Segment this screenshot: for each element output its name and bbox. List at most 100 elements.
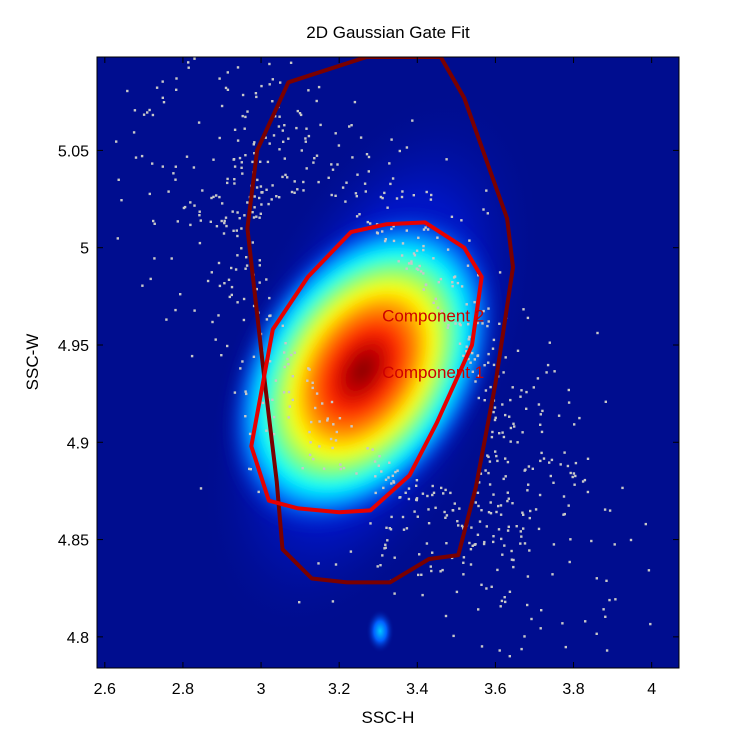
outlier-point xyxy=(422,228,426,231)
outlier-point xyxy=(330,400,334,404)
outlier-point xyxy=(480,509,483,512)
outlier-point xyxy=(381,196,384,200)
outlier-point xyxy=(427,508,430,511)
outlier-point xyxy=(410,260,413,263)
outlier-point xyxy=(614,598,617,601)
outlier-point xyxy=(460,285,464,288)
outlier-point xyxy=(417,236,420,239)
outlier-point xyxy=(269,314,272,317)
outlier-point xyxy=(566,464,570,468)
outlier-point xyxy=(401,515,405,519)
outlier-point xyxy=(422,248,425,252)
outlier-point xyxy=(446,326,449,329)
outlier-point xyxy=(487,455,490,459)
outlier-point xyxy=(492,363,496,367)
outlier-point xyxy=(526,603,529,607)
outlier-point xyxy=(400,195,404,199)
outlier-point xyxy=(581,480,585,483)
outlier-point xyxy=(527,465,531,468)
outlier-point xyxy=(468,239,471,242)
outlier-point xyxy=(307,367,310,370)
outlier-point xyxy=(647,569,651,572)
x-tick-label: 2.6 xyxy=(94,681,116,698)
component-2-contour xyxy=(249,220,484,515)
outlier-point xyxy=(350,124,353,127)
outlier-point xyxy=(426,494,429,498)
outlier-point xyxy=(401,242,405,245)
outlier-point xyxy=(253,206,256,209)
outlier-point xyxy=(390,482,393,485)
outlier-point xyxy=(486,212,489,215)
outlier-point xyxy=(451,285,454,288)
outlier-point xyxy=(283,124,286,127)
outlier-point xyxy=(460,524,464,528)
y-tick-label: 4.9 xyxy=(67,435,89,452)
outlier-point xyxy=(462,556,466,559)
outlier-point xyxy=(421,492,425,495)
outlier-point xyxy=(221,202,224,205)
outlier-point xyxy=(420,573,423,576)
outlier-point xyxy=(515,525,518,528)
outlier-point xyxy=(411,119,414,122)
outlier-point xyxy=(487,320,490,323)
outlier-point xyxy=(253,152,256,155)
outlier-point xyxy=(268,83,271,86)
outlier-point xyxy=(265,429,268,432)
outlier-point xyxy=(507,525,510,528)
outlier-point xyxy=(462,561,465,564)
outlier-point xyxy=(252,143,255,146)
outlier-point xyxy=(496,568,499,572)
outlier-point xyxy=(185,155,189,158)
outlier-point xyxy=(562,495,566,498)
outlier-point xyxy=(355,472,358,475)
outlier-point xyxy=(477,504,480,508)
outlier-point xyxy=(495,510,498,514)
outlier-point xyxy=(483,364,486,367)
outlier-point xyxy=(367,170,370,173)
outlier-point xyxy=(540,430,544,434)
outlier-point xyxy=(469,548,473,551)
outlier-point xyxy=(296,188,299,191)
outlier-point xyxy=(465,350,468,353)
outlier-point xyxy=(436,236,439,239)
outlier-point xyxy=(259,160,262,163)
outlier-point xyxy=(526,575,530,578)
outlier-point xyxy=(427,522,431,525)
outlier-point xyxy=(405,527,409,530)
outlier-point xyxy=(526,489,529,492)
outlier-point xyxy=(287,137,290,140)
outlier-point xyxy=(387,476,390,479)
outlier-point xyxy=(432,257,435,260)
outlier-point xyxy=(621,486,624,490)
outlier-point xyxy=(161,80,164,83)
outlier-point xyxy=(291,375,294,378)
outlier-point xyxy=(392,225,395,228)
outlier-point xyxy=(471,544,474,547)
outlier-point xyxy=(390,138,393,141)
outlier-point xyxy=(525,390,528,394)
outlier-point xyxy=(392,239,396,243)
outlier-point xyxy=(230,266,233,270)
outlier-point xyxy=(462,573,465,576)
outlier-point xyxy=(384,543,387,546)
outlier-point xyxy=(492,535,495,538)
outlier-point xyxy=(193,309,196,312)
outlier-point xyxy=(334,563,338,566)
outlier-point xyxy=(272,415,276,419)
outlier-point xyxy=(546,363,550,367)
outlier-point xyxy=(500,599,504,603)
outlier-point xyxy=(278,196,281,199)
outlier-point xyxy=(283,157,286,160)
outlier-point xyxy=(258,196,261,200)
outlier-point xyxy=(380,470,383,473)
component-1-contour xyxy=(245,57,515,585)
outlier-point xyxy=(567,388,570,392)
outlier-point xyxy=(586,490,590,494)
outlier-point xyxy=(460,219,463,222)
outlier-point xyxy=(431,484,434,488)
outlier-point xyxy=(476,321,479,325)
outlier-point xyxy=(198,210,201,213)
outlier-point xyxy=(482,542,486,546)
outlier-point xyxy=(183,205,187,209)
outlier-point xyxy=(339,467,342,471)
